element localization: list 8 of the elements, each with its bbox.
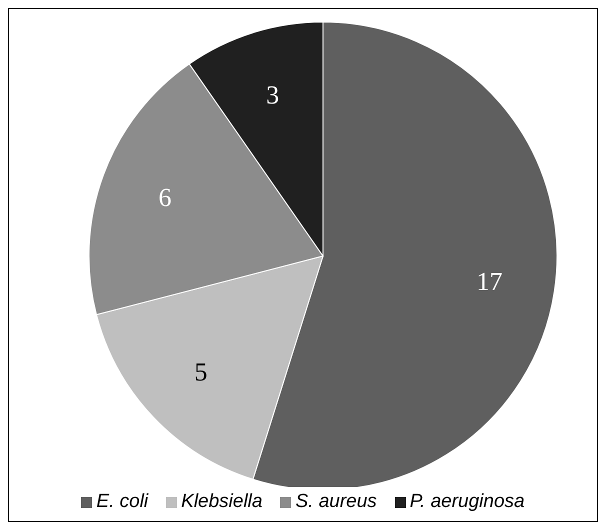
data-label: 3: [266, 80, 280, 110]
data-label: 6: [158, 182, 172, 212]
legend-label: S. aureus: [294, 491, 377, 513]
legend-label: P. aeruginosa: [408, 491, 525, 513]
legend-label: Klebsiella: [180, 491, 262, 513]
data-label: 17: [476, 267, 503, 296]
legend-label: E. coli: [95, 491, 148, 513]
data-label: 5: [194, 358, 208, 387]
